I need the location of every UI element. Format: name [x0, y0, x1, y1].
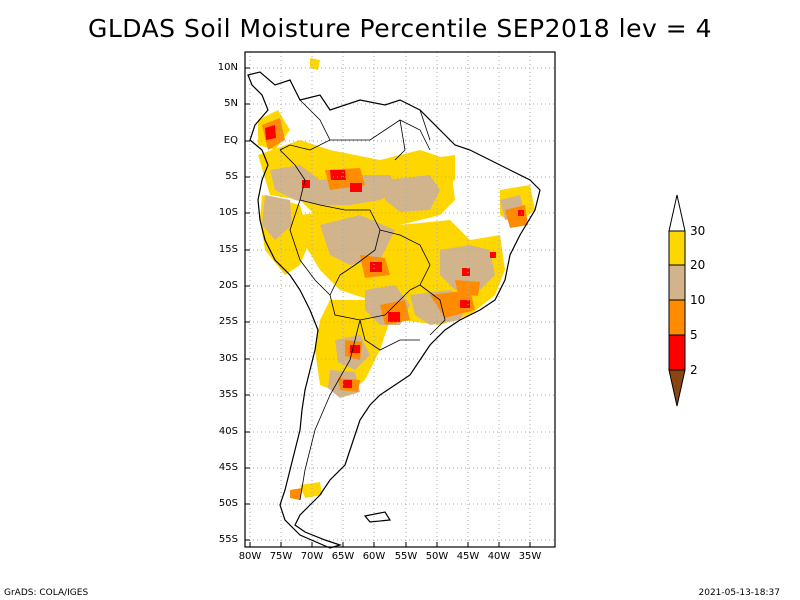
footer-timestamp: 2021-05-13-18:37 [698, 588, 781, 598]
legend-bin-10-20 [668, 264, 686, 301]
lat-label: 35S [218, 389, 238, 400]
lat-label: 55S [218, 534, 238, 545]
lon-label: 40W [487, 551, 511, 562]
lon-label: 55W [394, 551, 418, 562]
legend-colorbar [668, 194, 686, 407]
lon-label: 65W [331, 551, 355, 562]
legend-cap-bottom [668, 369, 686, 407]
legend-bin-5-10 [668, 299, 686, 336]
legend-label: 2 [690, 363, 698, 377]
lat-label: 5N [224, 98, 238, 109]
legend-bin-20-30 [668, 230, 686, 266]
lat-label: 20S [218, 280, 238, 291]
lat-label: 10N [217, 62, 238, 73]
map-frame [244, 51, 556, 548]
lat-label: 15S [218, 244, 238, 255]
axis-ticks [245, 67, 531, 547]
legend-cap-top [668, 194, 686, 232]
country-borders [279, 99, 446, 501]
lon-label: 80W [238, 551, 262, 562]
coastline [247, 71, 541, 549]
lon-label: 60W [362, 551, 386, 562]
lat-label: 45S [218, 462, 238, 473]
lat-label: 10S [218, 207, 238, 218]
legend-bin-2-5 [668, 334, 686, 371]
legend-label: 10 [690, 293, 706, 307]
band-10-20 [262, 165, 525, 398]
map-title: GLDAS Soil Moisture Percentile SEP2018 l… [87, 14, 713, 43]
lat-label: 25S [218, 316, 238, 327]
lon-label: 70W [300, 551, 324, 562]
legend-label: 20 [690, 258, 706, 272]
band-2-5 [265, 125, 524, 388]
lon-label: 45W [456, 551, 480, 562]
soil-moisture-field [258, 58, 535, 500]
lon-label: 35W [518, 551, 542, 562]
lon-label: 50W [425, 551, 449, 562]
lat-label: 50S [218, 498, 238, 509]
lat-label: 30S [218, 353, 238, 364]
lon-label: 75W [269, 551, 293, 562]
graticule [245, 52, 555, 547]
legend-label: 30 [690, 224, 706, 238]
lat-label: EQ [223, 135, 238, 146]
lat-label: 40S [218, 426, 238, 437]
lat-label: 5S [225, 171, 238, 182]
footer-credit: GrADS: COLA/IGES [4, 588, 89, 598]
legend-label: 5 [690, 328, 698, 342]
